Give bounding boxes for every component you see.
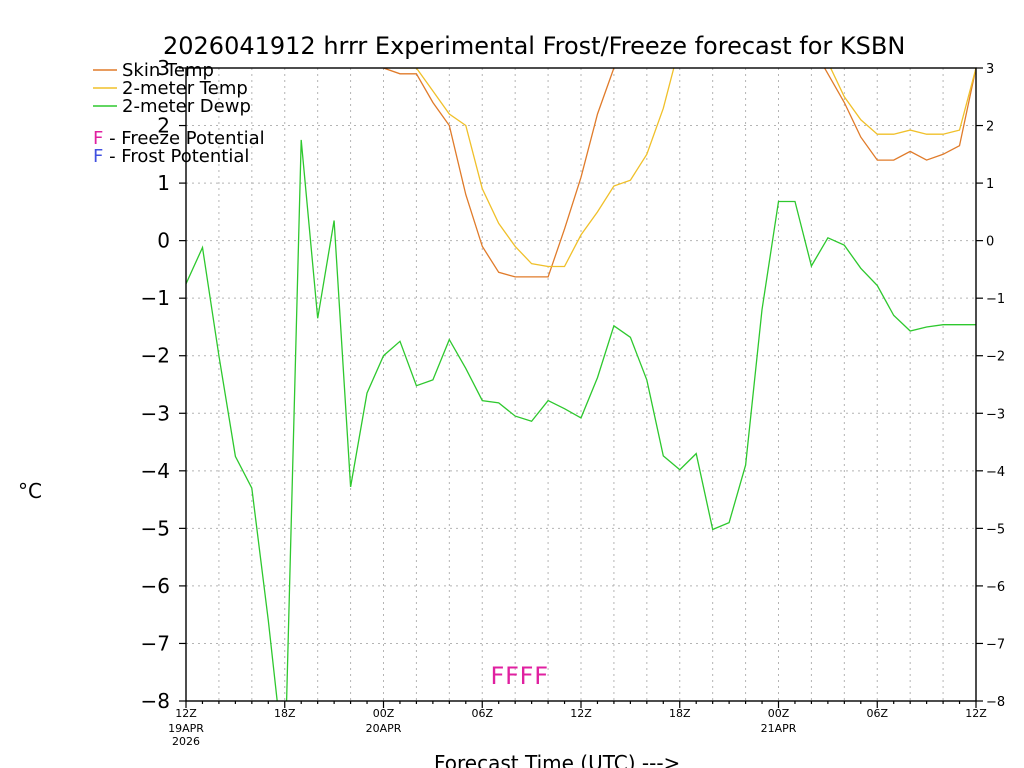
y-tick-label-left: −3 [141, 401, 170, 425]
x-axis-label: Forecast Time (UTC) ---> [434, 751, 680, 768]
y-tick-label-right: −7 [986, 637, 1005, 652]
x-tick-label: 12Z [570, 707, 592, 720]
y-tick-label-right: −3 [986, 407, 1005, 422]
series-line-2-meter-dewp [186, 139, 976, 701]
y-axis-right: −8 −7 −6 −5 −4 −3 −2 −1 0 1 2 3 [976, 62, 1005, 710]
x-year-label: 2026 [172, 735, 200, 748]
y-axis-label: °C [18, 479, 42, 503]
y-tick-label-left: −8 [141, 689, 170, 713]
series-layer [186, 68, 976, 701]
y-tick-label-left: −7 [141, 631, 170, 655]
y-tick-label-right: −6 [986, 580, 1005, 595]
y-tick-label-right: −5 [986, 522, 1005, 537]
freeze-potential-marker: FFFF [490, 662, 548, 690]
potential-legend-entry: F - Freeze Potential [93, 128, 265, 149]
y-tick-label-right: −2 [986, 350, 1005, 365]
y-tick-label-right: 3 [986, 62, 994, 77]
x-date-label: 19APR [168, 722, 204, 735]
x-tick-label: 18Z [274, 707, 296, 720]
potential-legend-entry: F - Frost Potential [93, 146, 249, 167]
y-tick-label-left: 1 [157, 171, 170, 195]
y-tick-label-right: −8 [986, 695, 1005, 710]
y-tick-label-right: 2 [986, 120, 994, 135]
y-tick-label-left: −6 [141, 574, 170, 598]
freeze-marker-text: FFFF [490, 662, 548, 690]
x-tick-label: 00Z [373, 707, 395, 720]
plot-frame [185, 67, 977, 702]
y-tick-label-right: −1 [986, 292, 1005, 307]
y-tick-label-left: 3 [157, 56, 170, 80]
chart-title: 2026041912 hrrr Experimental Frost/Freez… [163, 32, 905, 60]
y-tick-label-left: 0 [157, 229, 170, 253]
legend-label: 2-meter Temp [122, 78, 248, 99]
x-tick-label: 06Z [471, 707, 493, 720]
y-tick-label-left: −5 [141, 516, 170, 540]
series-line-skin-temp [382, 68, 976, 278]
x-tick-label: 18Z [669, 707, 691, 720]
grid [186, 68, 976, 701]
x-date-label: 21APR [761, 722, 797, 735]
y-tick-label-left: −1 [141, 286, 170, 310]
x-date-label: 20APR [366, 722, 402, 735]
y-tick-label-right: 1 [986, 177, 994, 192]
legend-label: 2-meter Dewp [122, 96, 251, 117]
x-tick-label: 06Z [866, 707, 888, 720]
y-tick-label-left: −4 [141, 459, 170, 483]
y-tick-label-right: 0 [986, 235, 994, 250]
y-tick-label-right: −4 [986, 465, 1005, 480]
y-tick-label-left: 2 [157, 114, 170, 138]
y-axis-left: −8 −7 −6 −5 −4 −3 −2 −1 0 1 2 3 [141, 56, 186, 713]
legend-label: Skin Temp [122, 60, 214, 81]
x-tick-label: 00Z [768, 707, 790, 720]
series-line-2-meter-temp [398, 68, 976, 268]
x-tick-label: 12Z [175, 707, 197, 720]
y-tick-label-left: −2 [141, 344, 170, 368]
x-tick-label: 12Z [965, 707, 987, 720]
